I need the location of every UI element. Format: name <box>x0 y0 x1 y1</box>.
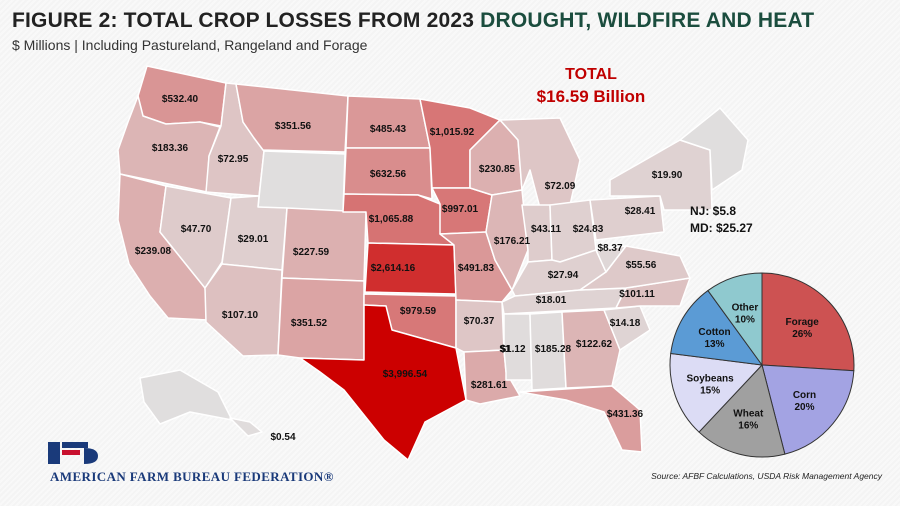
value-label-tx: $3,996.54 <box>383 369 428 380</box>
state-co <box>281 207 367 282</box>
pie-label-wheat: Wheat <box>733 409 764 420</box>
value-label-nc: $101.11 <box>619 289 655 300</box>
value-label-va: $55.56 <box>626 260 657 271</box>
pie-percent-corn: 20% <box>794 402 814 413</box>
value-label-in: $43.11 <box>531 224 561 235</box>
state-hi <box>229 417 263 437</box>
value-label-wi: $230.85 <box>479 164 516 175</box>
value-label-la: $281.61 <box>471 380 508 391</box>
value-label-ms: $1 <box>499 344 511 355</box>
title-accent: DROUGHT, WILDFIRE AND HEAT <box>480 9 815 32</box>
state-tx <box>299 304 467 461</box>
value-label-mo: $491.83 <box>458 263 495 274</box>
value-label-wv: $8.37 <box>597 243 622 254</box>
value-label-ny: $19.90 <box>652 170 683 181</box>
value-label-nd: $485.43 <box>370 124 407 135</box>
state-ut <box>221 195 288 271</box>
state-fl <box>519 385 643 453</box>
page-title: FIGURE 2: TOTAL CROP LOSSES FROM 2023 DR… <box>12 9 814 33</box>
us-map <box>117 65 749 461</box>
total-value: $16.59 Billion <box>537 87 646 106</box>
value-label-tn: $18.01 <box>536 295 567 306</box>
pie-percent-other: 10% <box>735 315 755 326</box>
organization-name: AMERICAN FARM BUREAU FEDERATION® <box>50 469 334 484</box>
value-label-ga: $185.28 <box>535 344 572 355</box>
state-nc <box>615 277 691 309</box>
pie-slice-cotton <box>670 289 764 366</box>
value-label-ut: $29.01 <box>238 234 269 245</box>
state-pa <box>589 195 665 241</box>
pie-label-cotton: Cotton <box>698 327 730 338</box>
pie-label-corn: Corn <box>793 390 816 401</box>
value-label-nm: $351.52 <box>291 318 328 329</box>
value-label-pa: $28.41 <box>625 206 656 217</box>
title-main: FIGURE 2: TOTAL CROP LOSSES FROM 2023 <box>12 9 481 32</box>
value-label-il: $176.21 <box>494 236 531 247</box>
total-label: TOTAL <box>565 66 617 83</box>
value-label-al: $1.12 <box>500 344 525 355</box>
value-label-ar: $70.37 <box>464 316 495 327</box>
value-label-ok: $979.59 <box>400 306 437 317</box>
state-sd <box>343 147 433 200</box>
state-ak <box>139 369 233 425</box>
pie-slice-forage <box>761 272 855 372</box>
value-label-nv: $47.70 <box>181 224 212 235</box>
pie-percent-cotton: 13% <box>704 339 724 350</box>
md-note: MD: $25.27 <box>690 221 753 235</box>
value-label-mn: $1,015.92 <box>430 127 475 138</box>
value-label-ia: $997.01 <box>442 204 479 215</box>
value-label-mt: $351.56 <box>275 121 312 132</box>
value-label-fl: $431.36 <box>607 409 644 420</box>
value-label-sc: $14.18 <box>610 318 641 329</box>
value-label-ky: $27.94 <box>548 270 579 281</box>
value-label-az: $107.10 <box>222 310 259 321</box>
value-label-ne: $1,065.88 <box>369 214 414 225</box>
state-nd <box>345 95 431 149</box>
value-label-or: $183.36 <box>152 143 189 154</box>
afbf-logo-icon <box>48 442 98 464</box>
pie-label-forage: Forage <box>786 317 820 328</box>
pie-percent-wheat: 16% <box>738 421 758 432</box>
value-label-ga-e: $122.62 <box>576 339 613 350</box>
state-ne-us <box>679 107 749 191</box>
state-ga <box>561 309 621 389</box>
value-label-oh: $24.83 <box>573 224 604 235</box>
value-label-sd: $632.56 <box>370 169 407 180</box>
value-label-hi: $0.54 <box>270 432 295 443</box>
value-label-wa: $532.40 <box>162 94 199 105</box>
pie-slice-corn <box>761 364 855 455</box>
pie-percent-forage: 26% <box>792 329 812 340</box>
source-note: Source: AFBF Calculations, USDA Risk Man… <box>651 471 882 481</box>
pie-label-soybeans: Soybeans <box>686 374 734 385</box>
pie-label-other: Other <box>732 303 759 314</box>
page-subtitle: $ Millions | Including Pastureland, Rang… <box>12 37 368 53</box>
value-label-co: $227.59 <box>293 247 330 258</box>
state-wv <box>595 245 627 273</box>
nj-note: NJ: $5.8 <box>690 204 736 218</box>
state-value-labels: $532.40 $183.36 $72.95 $351.56 $485.43 $1,015… <box>135 94 683 443</box>
pie-slice-wheat <box>698 363 786 458</box>
state-wy <box>257 150 346 213</box>
pie-slice-soybeans <box>669 352 764 433</box>
value-label-ca: $239.08 <box>135 246 172 257</box>
value-label-ks: $2,614.16 <box>371 263 416 274</box>
value-label-mi: $72.09 <box>545 181 576 192</box>
value-label-id: $72.95 <box>218 154 249 165</box>
pie-slice-other <box>707 272 763 367</box>
pie-percent-soybeans: 15% <box>700 386 720 397</box>
